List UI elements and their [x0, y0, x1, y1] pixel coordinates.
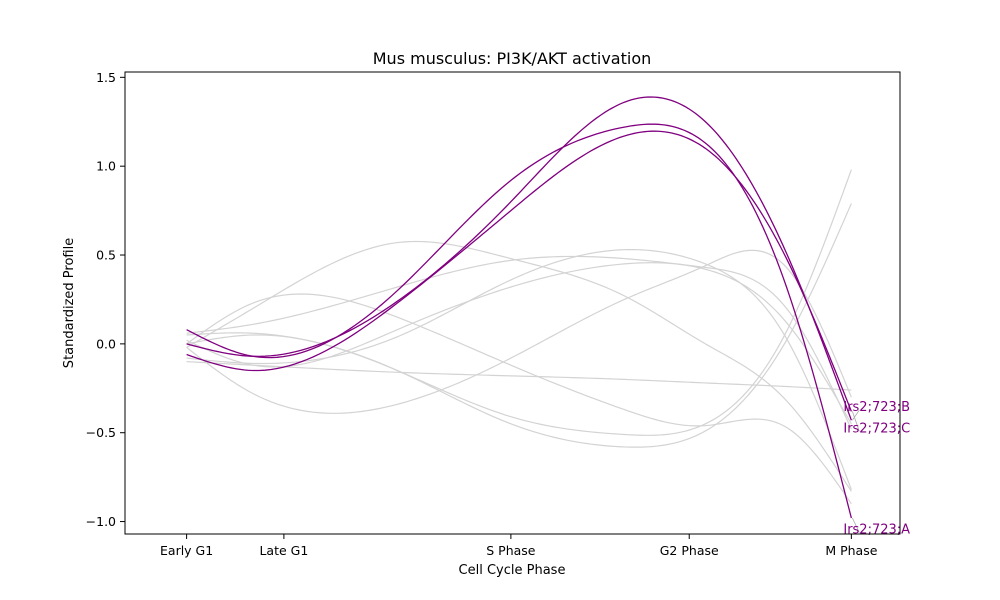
background-series-group	[186, 169, 852, 505]
x-tick-label: Early G1	[160, 543, 213, 558]
y-axis-label: Standardized Profile	[62, 238, 77, 368]
background-series-line-9	[186, 169, 852, 436]
highlighted-series-line-1	[186, 123, 852, 519]
background-series-line-8	[186, 262, 852, 425]
x-tick-label: G2 Phase	[660, 543, 719, 558]
x-tick-label: M Phase	[825, 543, 877, 558]
y-axis: −1.0 −0.5 0.0 0.5 1.0 1.5	[86, 70, 125, 529]
annotation-leader-1	[851, 517, 860, 533]
background-series-line-5	[186, 248, 852, 490]
highlighted-series-line-3	[186, 130, 852, 412]
background-series-line-4	[186, 249, 852, 414]
series-annotation-2: Irs2;723;B	[843, 400, 910, 415]
chart-title: Mus musculus: PI3K/AKT activation	[373, 49, 652, 68]
annotation-leader-3	[851, 411, 860, 432]
y-tick-label: 0.5	[96, 248, 116, 263]
background-series-line-6	[186, 203, 852, 448]
y-tick-label: 0.0	[96, 336, 116, 351]
plot-frame	[124, 71, 901, 535]
background-series-line-2	[186, 293, 852, 505]
x-axis: Early G1 Late G1 S Phase G2 Phase M Phase	[160, 534, 878, 558]
background-series-line-1	[186, 240, 852, 492]
highlighted-series-group	[186, 96, 852, 519]
highlighted-series-line-2	[186, 96, 852, 421]
y-tick-label: 1.0	[96, 159, 116, 174]
annotation-leader-2	[852, 409, 860, 421]
y-tick-label: −0.5	[86, 425, 116, 440]
series-annotation-3: Irs2;723;C	[843, 421, 910, 436]
y-tick-label: −1.0	[86, 514, 116, 529]
x-axis-label: Cell Cycle Phase	[459, 563, 566, 578]
x-tick-label: Late G1	[259, 543, 308, 558]
y-tick-label: 1.5	[96, 70, 116, 85]
x-tick-label: S Phase	[486, 543, 536, 558]
background-series-line-3	[186, 255, 852, 430]
